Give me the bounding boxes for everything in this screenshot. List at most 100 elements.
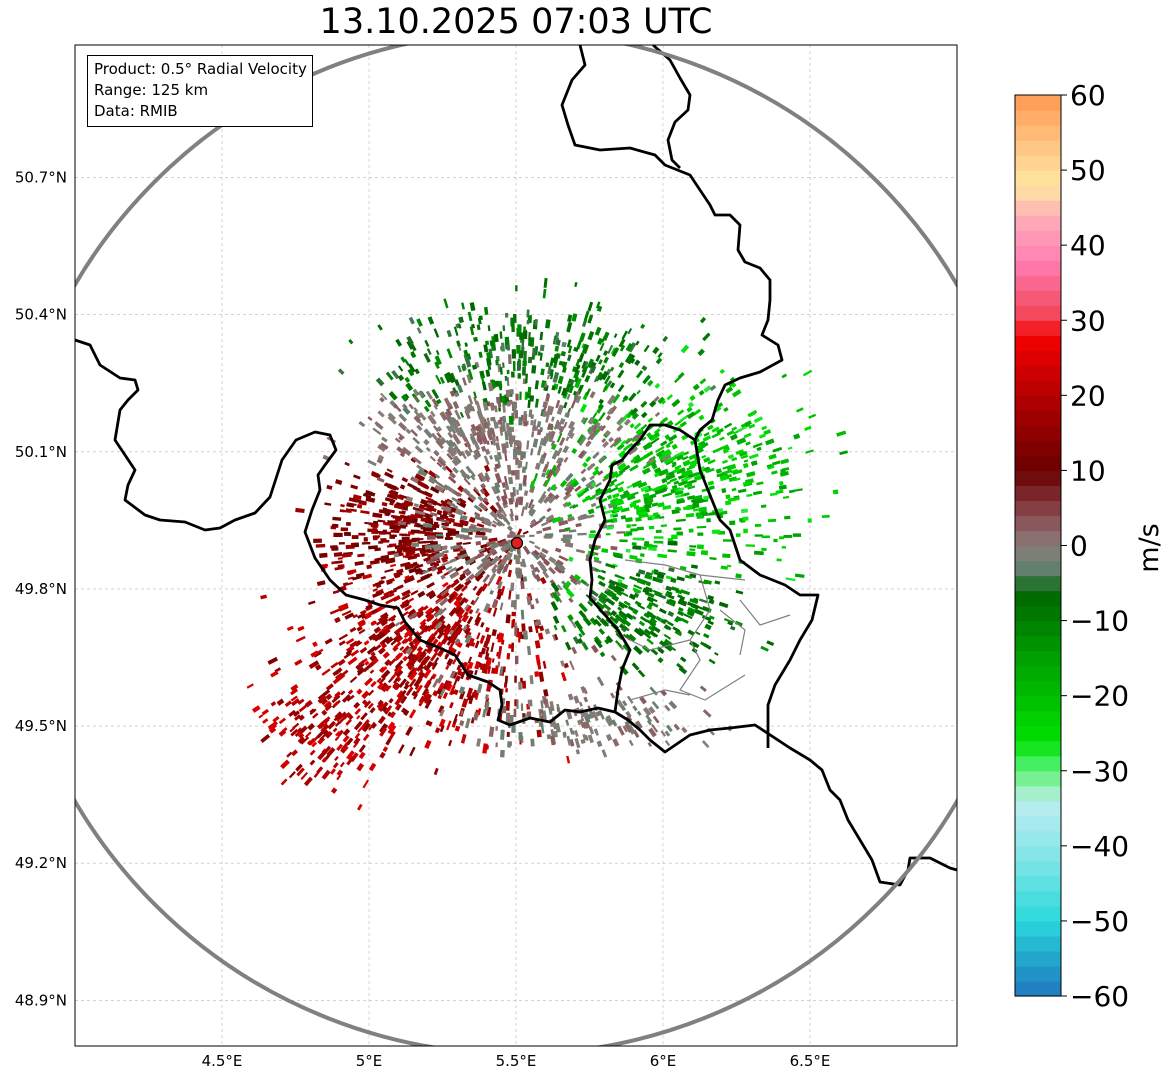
echo-pixel — [569, 727, 574, 735]
echo-pixel — [440, 574, 446, 580]
echo-pixel — [674, 490, 684, 496]
echo-pixel — [396, 446, 407, 456]
echo-pixel — [417, 540, 426, 544]
echo-pixel — [362, 573, 373, 580]
echo-pixel — [334, 736, 340, 742]
echo-pixel — [474, 669, 478, 676]
echo-pixel — [396, 690, 404, 699]
echo-pixel — [643, 628, 652, 636]
echo-pixel — [632, 456, 642, 464]
echo-pixel — [637, 629, 645, 637]
echo-pixel — [398, 544, 408, 548]
echo-pixel — [680, 617, 689, 624]
echo-pixel — [528, 626, 533, 633]
echo-pixel — [587, 301, 594, 312]
echo-pixel — [360, 510, 370, 515]
echo-pixel — [534, 318, 538, 326]
echo-pixel — [641, 468, 648, 473]
echo-pixel — [407, 363, 416, 373]
echo-pixel — [745, 441, 751, 446]
echo-pixel — [506, 344, 511, 351]
lat-tick-label: 49.2°N — [15, 854, 67, 872]
echo-pixel — [618, 602, 626, 609]
echo-pixel — [758, 433, 767, 439]
echo-pixel — [598, 398, 604, 405]
echo-pixel — [475, 540, 482, 546]
colorbar-band — [1015, 965, 1061, 982]
echo-pixel — [387, 412, 396, 421]
echo-pixel — [648, 706, 656, 715]
echo-pixel — [578, 609, 587, 619]
echo-pixel — [663, 618, 669, 623]
echo-pixel — [567, 429, 573, 437]
echo-pixel — [474, 553, 483, 560]
echo-pixel — [335, 669, 341, 676]
echo-pixel — [616, 445, 622, 451]
echo-pixel — [321, 757, 327, 763]
echo-pixel — [340, 527, 349, 532]
echo-pixel — [408, 709, 417, 719]
radar-site-marker[interactable] — [510, 536, 524, 550]
echo-pixel — [662, 492, 672, 498]
echo-pixel — [484, 701, 490, 712]
echo-pixel — [562, 534, 573, 539]
echo-pixel — [518, 635, 521, 643]
echo-cluster-green-east — [524, 343, 849, 599]
echo-pixel — [664, 730, 671, 737]
echo-pixel — [653, 540, 664, 544]
echo-pixel — [491, 667, 496, 674]
echo-pixel — [453, 578, 460, 585]
echo-pixel — [728, 476, 738, 482]
echo-pixel — [653, 536, 664, 539]
country-border-germany-belgium — [560, 45, 784, 713]
echo-pixel — [596, 615, 602, 621]
echo-pixel — [602, 385, 608, 393]
echo-pixel — [602, 610, 610, 618]
echo-pixel — [659, 416, 669, 425]
echo-pixel — [594, 488, 604, 497]
echo-pixel — [484, 552, 493, 559]
echo-pixel — [587, 600, 594, 607]
echo-pixel — [516, 699, 519, 709]
echo-pixel — [564, 542, 574, 548]
echo-pixel — [556, 447, 563, 457]
echo-pixel — [743, 528, 748, 534]
echo-pixel — [415, 684, 423, 694]
echo-pixel — [558, 360, 564, 366]
echo-pixel — [399, 602, 407, 609]
echo-pixel — [581, 486, 590, 495]
echo-pixel — [636, 442, 641, 447]
echo-pixel — [429, 557, 438, 562]
echo-pixel — [613, 554, 623, 559]
echo-pixel — [570, 619, 577, 629]
echo-pixel — [413, 415, 422, 424]
echo-pixel — [504, 312, 509, 318]
echo-pixel — [528, 503, 535, 514]
echo-pixel — [460, 671, 466, 680]
echo-pixel — [620, 507, 630, 513]
echo-pixel — [365, 494, 372, 500]
echo-pixel — [569, 660, 575, 671]
echo-pixel — [658, 468, 669, 477]
echo-pixel — [686, 551, 696, 557]
echo-pixel — [465, 624, 471, 631]
echo-pixel — [636, 577, 647, 586]
echo-pixel — [466, 403, 474, 412]
echo-pixel — [455, 618, 462, 627]
echo-pixel — [465, 604, 472, 613]
echo-pixel — [683, 613, 693, 620]
echo-pixel — [534, 545, 541, 550]
echo-pixel — [612, 514, 618, 518]
echo-pixel — [546, 507, 552, 513]
echo-pixel — [372, 588, 378, 592]
echo-pixel — [480, 647, 487, 655]
echo-pixel — [594, 326, 602, 336]
echo-pixel — [480, 426, 486, 434]
echo-pixel — [480, 621, 485, 628]
echo-pixel — [616, 591, 623, 597]
echo-pixel — [523, 329, 527, 337]
echo-pixel — [401, 593, 411, 601]
echo-pixel — [338, 711, 347, 720]
echo-pixel — [387, 614, 397, 622]
echo-pixel — [464, 604, 470, 611]
